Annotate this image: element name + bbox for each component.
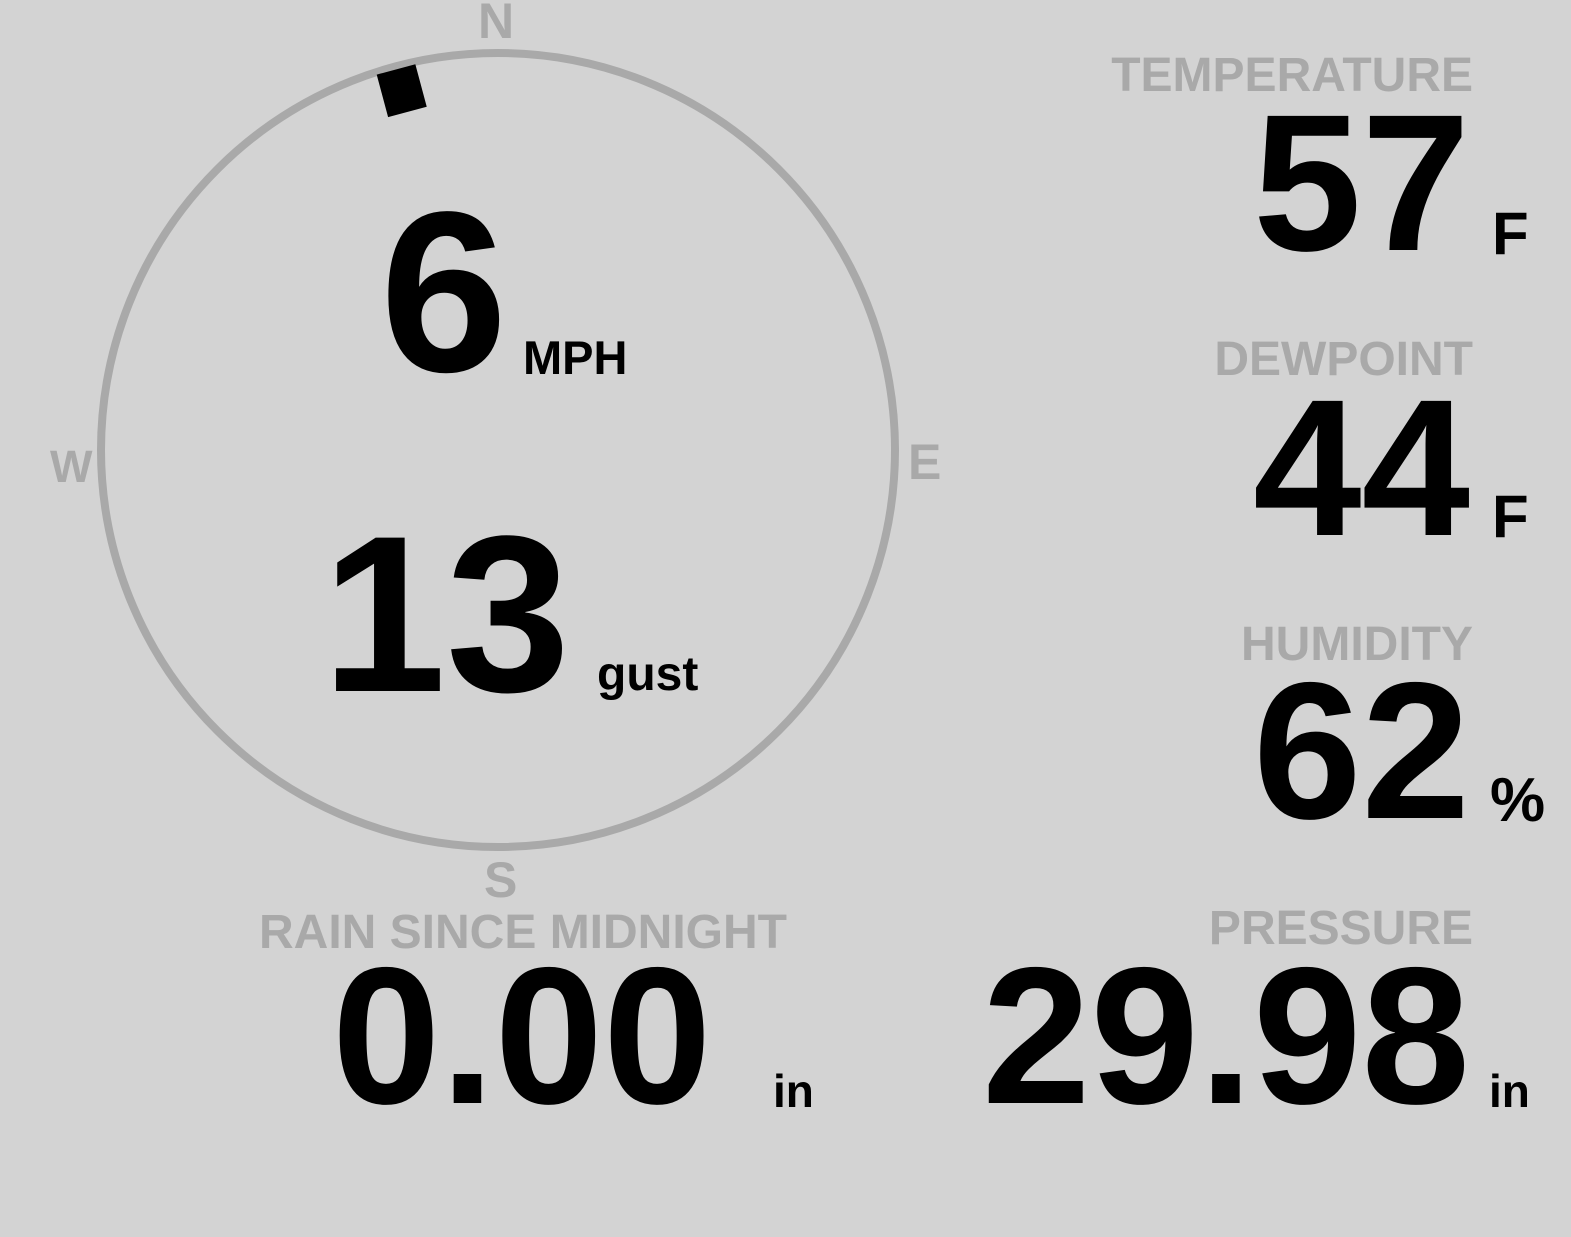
pressure-value: 29.98: [982, 927, 1470, 1145]
dewpoint-unit: F: [1492, 483, 1529, 550]
compass-west-label: W: [50, 441, 93, 492]
wind-speed-unit: MPH: [523, 331, 628, 384]
compass-east-label: E: [908, 434, 942, 490]
wind-direction-marker: [376, 64, 427, 118]
pressure-unit: in: [1489, 1065, 1530, 1117]
wind-speed-value: 6: [380, 164, 508, 420]
humidity-unit: %: [1490, 766, 1546, 835]
compass-north-label: N: [478, 0, 515, 49]
rain-value: 0.00: [332, 927, 712, 1145]
rain-unit: in: [773, 1065, 814, 1117]
pressure-label: PRESSURE: [1208, 902, 1473, 955]
temperature-label: TEMPERATURE: [1111, 49, 1473, 102]
compass-south-label: S: [484, 852, 518, 908]
wind-gust-value: 13: [322, 490, 571, 739]
temperature-value: 57: [1253, 74, 1470, 292]
temperature-unit: F: [1492, 200, 1529, 267]
dewpoint-value: 44: [1253, 359, 1470, 577]
compass-ring: [97, 49, 899, 851]
rain-label: RAIN SINCE MIDNIGHT: [259, 906, 787, 959]
humidity-label: HUMIDITY: [1241, 618, 1473, 671]
humidity-value: 62: [1253, 642, 1470, 860]
dewpoint-label: DEWPOINT: [1214, 333, 1473, 386]
wind-gust-label: gust: [597, 648, 699, 701]
